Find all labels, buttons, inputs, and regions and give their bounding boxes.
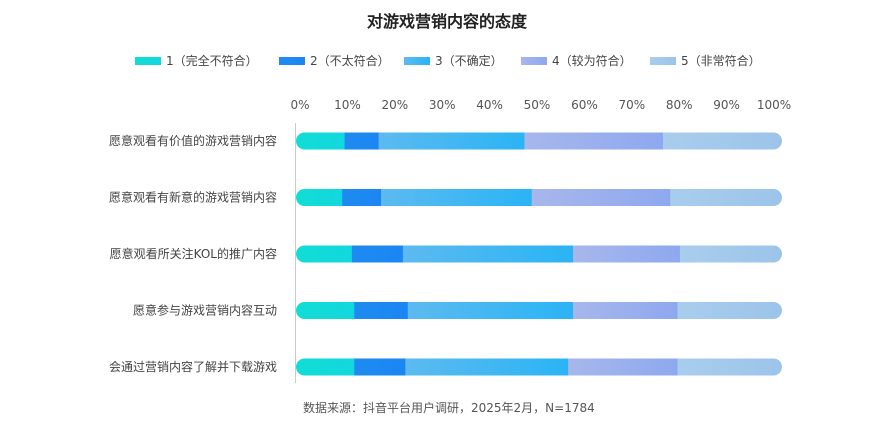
bar-segment-5 (679, 245, 782, 263)
legend-label-4: 4（较为符合） (552, 53, 632, 68)
x-tick-label: 60% (571, 98, 598, 112)
legend-swatch-3 (404, 57, 430, 65)
bar-segment-2 (344, 132, 380, 150)
x-tick-label: 10% (334, 98, 361, 112)
bar-segment-2 (351, 245, 404, 263)
bar-segment-3 (407, 302, 574, 319)
bar-row (296, 245, 782, 263)
legend-swatch-2 (279, 57, 305, 65)
bar-segment-1 (296, 189, 343, 206)
bar-segment-5 (677, 302, 782, 319)
bar-segment-4 (568, 358, 679, 376)
bar-segment-3 (405, 358, 569, 376)
bar-segment-2 (354, 358, 406, 376)
bar-segment-1 (296, 358, 355, 376)
bar-segment-3 (402, 245, 574, 263)
x-tick-label: 80% (666, 98, 693, 112)
legend-swatch-5 (650, 57, 676, 65)
legend-label-5: 5（非常符合） (681, 53, 761, 68)
x-tick-label: 70% (618, 98, 645, 112)
bar-segment-4 (573, 245, 681, 263)
source-note: 数据来源：抖音平台用户调研，2025年2月，N=1784 (303, 400, 595, 415)
legend-label-1: 1（完全不符合） (166, 53, 258, 68)
category-label: 愿意参与游戏营销内容互动 (133, 303, 277, 318)
bar-segment-2 (354, 302, 409, 319)
x-axis-tick-labels: 0% 10% 20% 30% 40% 50% 60% 70% 80% 90% 100% (290, 98, 791, 112)
bar-segment-1 (296, 132, 346, 150)
bar-segment-2 (342, 189, 382, 206)
bars (296, 132, 782, 376)
bar-segment-1 (296, 302, 355, 319)
bar-row (296, 132, 782, 150)
bar-row (296, 189, 782, 206)
chart-title: 对游戏营销内容的态度 (367, 12, 528, 31)
x-tick-label: 0% (290, 98, 309, 112)
x-tick-label: 40% (476, 98, 503, 112)
x-tick-label: 30% (429, 98, 456, 112)
bar-segment-4 (573, 302, 679, 319)
category-label: 愿意观看有新意的游戏营销内容 (109, 190, 277, 205)
bar-segment-5 (677, 358, 782, 376)
x-tick-label: 100% (757, 98, 791, 112)
bar-row (296, 302, 782, 319)
bar-segment-3 (378, 132, 526, 150)
bar-row (296, 358, 782, 376)
legend-label-2: 2（不太符合） (310, 53, 390, 68)
bar-segment-5 (662, 132, 782, 150)
x-tick-label: 90% (713, 98, 740, 112)
category-label: 愿意观看有价值的游戏营销内容 (109, 133, 277, 148)
bar-segment-1 (296, 245, 353, 263)
bar-segment-4 (531, 189, 671, 206)
bar-segment-4 (524, 132, 664, 150)
category-labels: 愿意观看有价值的游戏营销内容愿意观看有新意的游戏营销内容愿意观看所关注KOL的推… (109, 133, 277, 374)
legend-swatch-4 (521, 57, 547, 65)
legend-swatch-1 (135, 57, 161, 65)
x-tick-label: 50% (524, 98, 551, 112)
bar-segment-3 (381, 189, 533, 206)
legend: 1（完全不符合） 2（不太符合） 3（不确定） 4（较为符合） 5（非常符合） (135, 53, 761, 68)
x-tick-label: 20% (381, 98, 408, 112)
category-label: 会通过营销内容了解并下载游戏 (109, 359, 277, 374)
legend-label-3: 3（不确定） (435, 53, 503, 68)
category-label: 愿意观看所关注KOL的推广内容 (110, 246, 277, 261)
bar-segment-5 (670, 189, 782, 206)
